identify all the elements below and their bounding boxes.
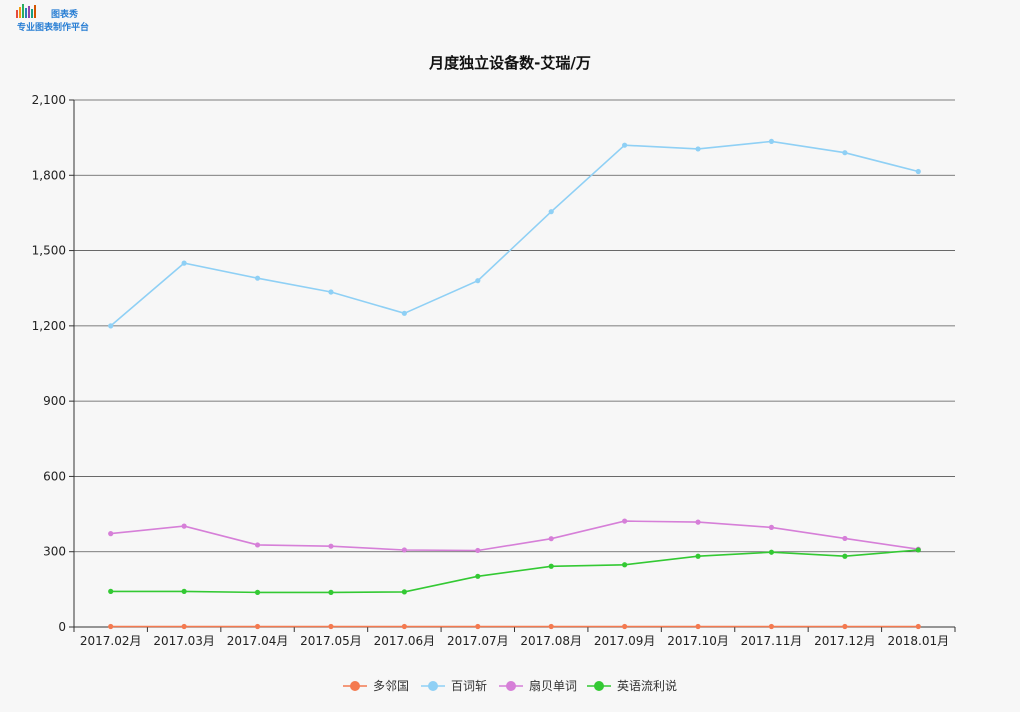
data-point bbox=[548, 563, 554, 569]
legend-item[interactable]: 扇贝单词 bbox=[499, 678, 577, 693]
data-point bbox=[181, 523, 187, 529]
data-point bbox=[842, 553, 848, 559]
x-tick-label: 2017.02月 bbox=[80, 634, 142, 648]
x-tick-label: 2017.06月 bbox=[374, 634, 436, 648]
data-point bbox=[254, 623, 261, 630]
legend-label: 多邻国 bbox=[373, 679, 409, 693]
data-point bbox=[622, 142, 628, 148]
data-point bbox=[181, 260, 187, 266]
data-point bbox=[108, 588, 114, 594]
x-tick-label: 2017.04月 bbox=[227, 634, 289, 648]
data-point bbox=[254, 275, 261, 281]
bar-logo-icon bbox=[16, 4, 36, 18]
y-tick-label: 900 bbox=[43, 394, 66, 408]
data-point bbox=[181, 623, 187, 630]
grid-lines bbox=[74, 99, 955, 553]
legend-marker bbox=[506, 681, 516, 691]
data-point bbox=[695, 553, 701, 559]
x-axis-ticks: 2017.02月 2017.03月 2017.04月 2017.05月 2017.06月… bbox=[73, 627, 956, 648]
data-point bbox=[108, 323, 114, 329]
x-tick-label: 2017.09月 bbox=[594, 634, 656, 648]
x-tick-label: 2017.12月 bbox=[814, 634, 876, 648]
data-point bbox=[328, 289, 334, 295]
x-tick-label: 2017.07月 bbox=[447, 634, 509, 648]
data-point bbox=[401, 589, 407, 595]
data-point bbox=[328, 589, 334, 595]
y-axis-ticks: 0 300 600 900 1,200 1,500 1,800 2,100 bbox=[32, 93, 74, 634]
chart-title: 月度独立设备数-艾瑞/万 bbox=[429, 54, 591, 72]
data-point bbox=[401, 547, 407, 553]
data-point bbox=[181, 588, 187, 594]
data-point bbox=[695, 519, 701, 525]
legend-marker bbox=[350, 681, 360, 691]
data-point bbox=[915, 168, 921, 175]
x-tick-label: 2017.08月 bbox=[520, 634, 582, 648]
series-lines bbox=[110, 140, 919, 628]
legend-marker bbox=[594, 681, 604, 691]
data-point bbox=[695, 623, 701, 630]
y-tick-label: 2,100 bbox=[32, 93, 66, 107]
data-point bbox=[108, 623, 114, 630]
x-tick-label: 2017.10月 bbox=[667, 634, 729, 648]
y-tick-label: 1,800 bbox=[32, 168, 66, 182]
series-line-1 bbox=[110, 140, 919, 327]
data-point bbox=[328, 623, 334, 630]
data-point bbox=[768, 138, 775, 145]
data-point bbox=[768, 549, 775, 555]
y-tick-label: 1,200 bbox=[32, 319, 66, 333]
series-line-3 bbox=[110, 549, 919, 594]
data-point bbox=[475, 547, 481, 554]
logo-main-text: 图表秀 bbox=[51, 10, 79, 20]
data-point bbox=[915, 547, 921, 553]
data-point bbox=[622, 518, 628, 524]
data-point bbox=[622, 562, 628, 568]
legend-label: 百词斩 bbox=[451, 679, 487, 693]
data-point bbox=[768, 623, 775, 630]
legend-item[interactable]: 百词斩 bbox=[421, 679, 487, 693]
data-point bbox=[622, 623, 628, 630]
data-point bbox=[695, 146, 701, 152]
data-point bbox=[401, 310, 407, 316]
brand-logo: 图表秀 专业图表制作平台 bbox=[14, 4, 98, 33]
legend: 多邻国 百词斩 扇贝单词 英语流利说 bbox=[343, 678, 677, 693]
data-point bbox=[842, 623, 848, 630]
data-point bbox=[254, 542, 261, 548]
data-point bbox=[915, 623, 921, 630]
x-tick-label: 2017.03月 bbox=[153, 634, 215, 648]
y-tick-label: 600 bbox=[43, 469, 66, 483]
data-point bbox=[328, 543, 334, 549]
data-point bbox=[254, 589, 261, 595]
data-point bbox=[475, 623, 481, 630]
legend-label: 英语流利说 bbox=[617, 678, 677, 693]
data-point bbox=[475, 278, 481, 284]
data-point bbox=[842, 150, 848, 156]
data-point bbox=[548, 209, 554, 215]
data-point bbox=[842, 535, 848, 542]
data-point bbox=[548, 623, 554, 630]
y-tick-label: 0 bbox=[58, 620, 66, 634]
data-point bbox=[401, 623, 407, 630]
x-tick-label: 2017.11月 bbox=[741, 634, 803, 648]
logo-sub-text: 专业图表制作平台 bbox=[17, 23, 90, 33]
y-tick-label: 1,500 bbox=[32, 244, 66, 258]
y-tick-label: 300 bbox=[43, 545, 66, 559]
axes bbox=[73, 100, 955, 628]
x-tick-label: 2018.01月 bbox=[887, 634, 949, 648]
legend-marker bbox=[428, 681, 438, 691]
data-point bbox=[768, 524, 775, 530]
legend-item[interactable]: 英语流利说 bbox=[587, 678, 677, 693]
series-points bbox=[108, 138, 921, 630]
data-point bbox=[475, 573, 481, 579]
data-point bbox=[108, 531, 114, 537]
legend-item[interactable]: 多邻国 bbox=[343, 679, 409, 693]
legend-label: 扇贝单词 bbox=[529, 678, 577, 693]
data-point bbox=[548, 536, 554, 542]
series-line-2 bbox=[110, 520, 919, 552]
x-tick-label: 2017.05月 bbox=[300, 634, 362, 648]
